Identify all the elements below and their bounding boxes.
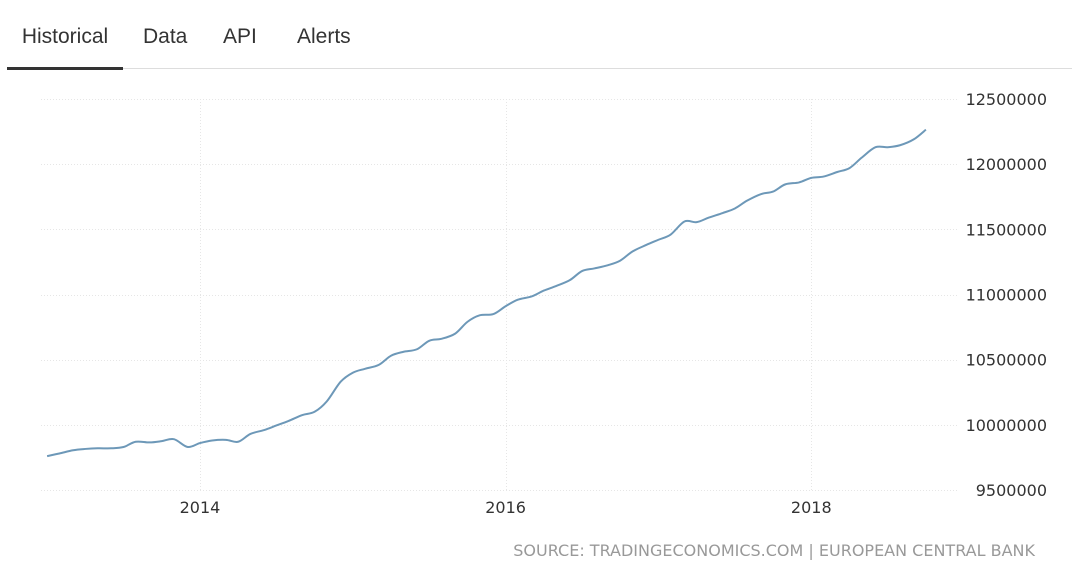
tab-api[interactable]: API [223,25,257,48]
grid [41,99,958,491]
x-tick-label: 2018 [791,498,832,517]
tab-historical[interactable]: Historical [7,0,123,70]
tab-bar: Historical Data API Alerts [7,0,1072,70]
series-line [46,128,927,458]
x-tick-label: 2014 [180,498,221,517]
y-tick-label: 9500000 [976,481,1047,500]
x-tick-label: 2016 [485,498,526,517]
source-caption: SOURCE: TRADINGECONOMICS.COM | EUROPEAN … [513,541,1035,560]
y-axis-labels: 9500000 10000000 10500000 11000000 11500000 1… [966,90,1047,500]
line-chart: 9500000 10000000 10500000 11000000 11500000 1… [41,90,1047,517]
tab-data[interactable]: Data [143,25,188,48]
y-tick-label: 11000000 [966,286,1047,305]
y-tick-label: 10000000 [966,416,1047,435]
y-tick-label: 12000000 [966,155,1047,174]
x-axis-labels: 2014 2016 2018 [180,498,832,517]
y-tick-label: 10500000 [966,351,1047,370]
y-tick-label: 12500000 [966,90,1047,109]
chart-area: 9500000 10000000 10500000 11000000 11500000 1… [0,70,1072,581]
tab-alerts[interactable]: Alerts [297,25,351,48]
series [46,128,927,458]
y-tick-label: 11500000 [966,220,1047,239]
